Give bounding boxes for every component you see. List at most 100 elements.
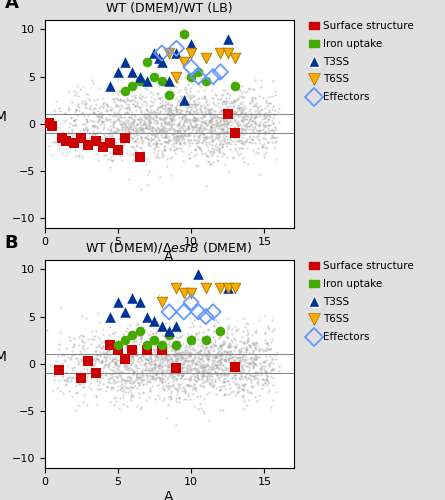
Point <box>123 96 130 104</box>
Point <box>88 370 95 378</box>
Point <box>199 364 206 372</box>
Point <box>198 368 206 376</box>
Point <box>178 113 186 121</box>
Point <box>110 380 117 388</box>
Point <box>178 364 186 372</box>
Point <box>176 352 183 360</box>
Point <box>166 344 173 351</box>
Point <box>55 352 62 360</box>
Point <box>107 126 114 134</box>
Point <box>169 332 176 340</box>
Point <box>169 88 176 96</box>
Point <box>153 352 160 360</box>
Point <box>249 117 256 125</box>
Point <box>73 390 80 398</box>
Point <box>133 372 140 380</box>
Point <box>134 124 142 132</box>
Point <box>219 100 226 108</box>
Point <box>106 122 113 130</box>
Point <box>120 356 127 364</box>
Point <box>211 145 218 153</box>
Point <box>203 350 210 358</box>
Point <box>125 353 132 361</box>
Point <box>206 368 214 376</box>
Point <box>203 377 210 385</box>
Point <box>170 125 177 133</box>
Point <box>264 388 271 396</box>
Point <box>182 140 189 147</box>
Point <box>152 116 159 124</box>
Point <box>182 115 189 123</box>
Point <box>109 136 116 144</box>
Point <box>153 126 160 134</box>
Point <box>159 128 166 136</box>
Point <box>95 104 102 112</box>
Point <box>257 364 264 372</box>
Point <box>242 109 249 117</box>
Point <box>174 356 182 364</box>
Point <box>223 120 231 128</box>
Point <box>270 326 277 334</box>
Point <box>169 154 176 162</box>
Point <box>258 143 265 151</box>
Point <box>246 106 253 114</box>
Point <box>97 120 104 128</box>
Point <box>202 92 209 100</box>
Point <box>87 116 94 124</box>
Point <box>158 350 166 358</box>
Point <box>155 290 162 298</box>
Point <box>261 112 268 120</box>
Point <box>164 138 171 146</box>
Point <box>208 116 215 124</box>
Point <box>125 120 132 128</box>
Point <box>228 330 235 338</box>
Point <box>99 94 106 102</box>
Point <box>173 354 180 362</box>
Point <box>180 384 187 392</box>
Point <box>221 378 228 386</box>
Point <box>206 365 213 373</box>
Point <box>193 369 200 377</box>
Point <box>274 348 281 356</box>
Point <box>272 106 279 114</box>
Point <box>263 368 270 376</box>
Point <box>170 140 178 147</box>
Point <box>247 138 254 145</box>
Point <box>177 98 184 106</box>
Point <box>181 132 188 140</box>
Point <box>261 379 268 387</box>
Point <box>147 134 154 142</box>
Point <box>165 99 172 107</box>
Point <box>249 362 256 370</box>
Point <box>167 368 174 376</box>
Point <box>196 98 203 106</box>
Point <box>191 100 198 108</box>
Point <box>106 126 113 134</box>
Point <box>210 128 217 136</box>
Point <box>165 110 172 118</box>
Point <box>240 137 247 145</box>
Point <box>190 356 197 364</box>
Point <box>177 132 184 140</box>
Point <box>139 127 146 135</box>
Point <box>189 122 196 130</box>
Point <box>194 138 201 145</box>
Point <box>123 343 130 351</box>
Point <box>231 392 239 400</box>
Point <box>233 366 240 374</box>
Point <box>158 331 165 339</box>
Point <box>102 136 109 143</box>
Point <box>225 350 232 358</box>
Point <box>263 368 270 376</box>
Point <box>148 364 155 372</box>
Point <box>209 328 216 336</box>
Point <box>156 358 163 366</box>
Point <box>164 374 171 382</box>
Point <box>254 126 261 134</box>
Point <box>241 338 248 346</box>
Point <box>45 119 53 127</box>
Point <box>117 120 124 128</box>
Point <box>122 360 129 368</box>
Point <box>217 94 224 102</box>
Point <box>140 324 147 332</box>
